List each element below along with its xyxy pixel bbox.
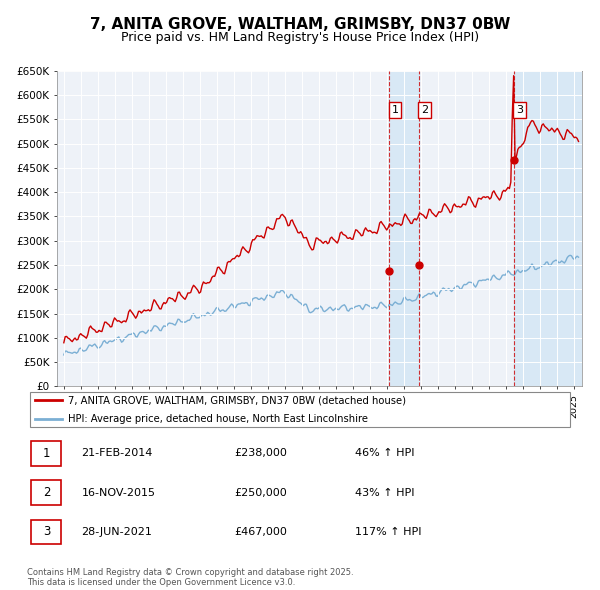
- Text: Contains HM Land Registry data © Crown copyright and database right 2025.
This d: Contains HM Land Registry data © Crown c…: [27, 568, 353, 587]
- Text: 2: 2: [421, 105, 428, 115]
- FancyBboxPatch shape: [30, 392, 570, 427]
- Text: 28-JUN-2021: 28-JUN-2021: [82, 527, 152, 537]
- Text: 2: 2: [43, 486, 50, 499]
- Text: 1: 1: [43, 447, 50, 460]
- Text: 1: 1: [391, 105, 398, 115]
- Text: 7, ANITA GROVE, WALTHAM, GRIMSBY, DN37 0BW: 7, ANITA GROVE, WALTHAM, GRIMSBY, DN37 0…: [90, 17, 510, 31]
- Text: £467,000: £467,000: [235, 527, 287, 537]
- Text: £238,000: £238,000: [235, 448, 287, 458]
- FancyBboxPatch shape: [31, 520, 61, 544]
- Text: 7, ANITA GROVE, WALTHAM, GRIMSBY, DN37 0BW (detached house): 7, ANITA GROVE, WALTHAM, GRIMSBY, DN37 0…: [68, 395, 406, 405]
- Text: 43% ↑ HPI: 43% ↑ HPI: [355, 488, 414, 497]
- Text: 3: 3: [43, 526, 50, 539]
- Bar: [389, 71, 419, 386]
- Text: 16-NOV-2015: 16-NOV-2015: [82, 488, 155, 497]
- Text: HPI: Average price, detached house, North East Lincolnshire: HPI: Average price, detached house, Nort…: [68, 414, 368, 424]
- Text: £250,000: £250,000: [235, 488, 287, 497]
- Text: 3: 3: [516, 105, 523, 115]
- FancyBboxPatch shape: [31, 480, 61, 505]
- FancyBboxPatch shape: [31, 441, 61, 466]
- Text: Price paid vs. HM Land Registry's House Price Index (HPI): Price paid vs. HM Land Registry's House …: [121, 31, 479, 44]
- Text: 21-FEB-2014: 21-FEB-2014: [82, 448, 153, 458]
- Bar: [514, 71, 582, 386]
- Text: 46% ↑ HPI: 46% ↑ HPI: [355, 448, 414, 458]
- Text: 117% ↑ HPI: 117% ↑ HPI: [355, 527, 421, 537]
